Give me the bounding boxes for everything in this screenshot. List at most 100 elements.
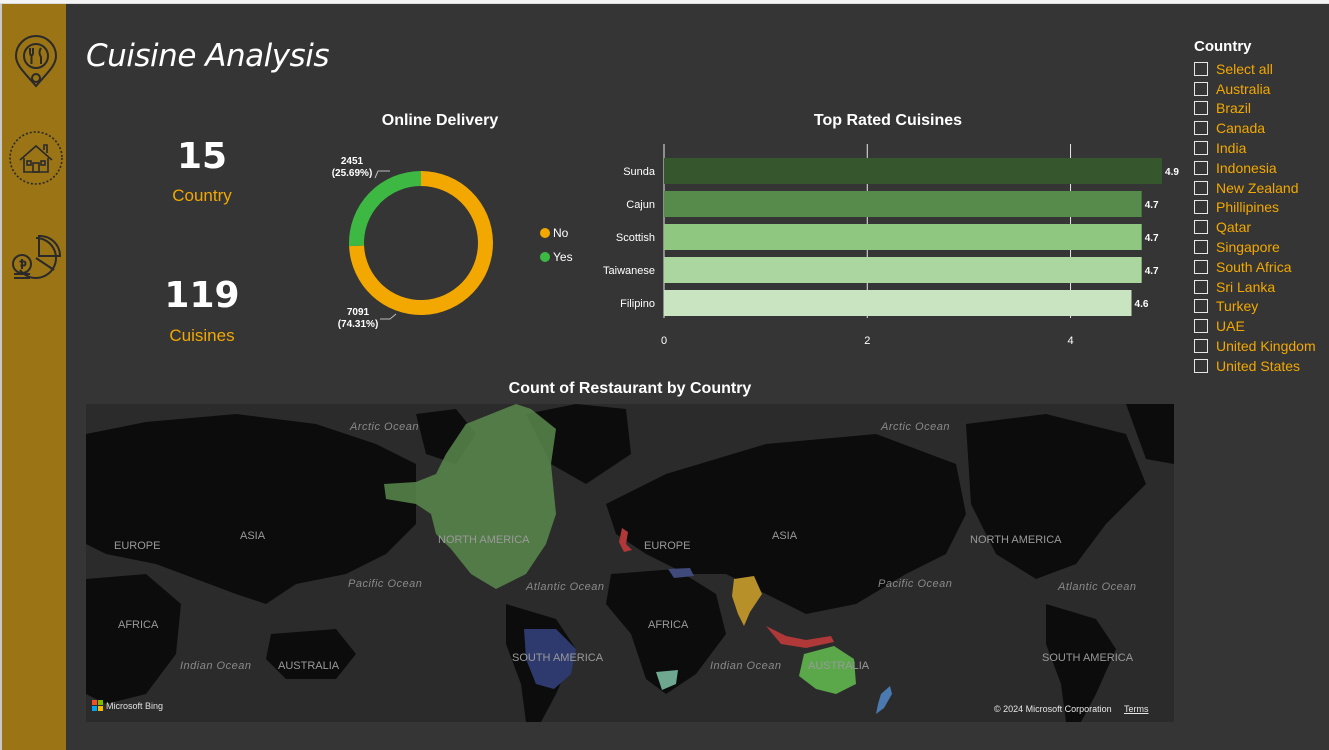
donut-label-yes-count: 2451 xyxy=(340,156,364,167)
microsoft-logo-icon xyxy=(92,700,103,711)
x-tick-label: 0 xyxy=(661,335,667,347)
sidebar xyxy=(0,4,66,750)
slicer-item-label: India xyxy=(1216,140,1247,157)
slicer-item-united-states[interactable]: United States xyxy=(1194,356,1316,376)
map-label-arctic-ocean-left: Arctic Ocean xyxy=(350,421,419,433)
slicer-item-new-zealand[interactable]: New Zealand xyxy=(1194,178,1316,198)
slicer-item-canada[interactable]: Canada xyxy=(1194,118,1316,138)
x-tick-label: 2 xyxy=(864,335,870,347)
map-label-australia-left: AUSTRALIA xyxy=(278,660,340,672)
slicer-item-label: Turkey xyxy=(1216,298,1259,315)
kpi-country-value: 15 xyxy=(176,136,228,177)
checkbox[interactable] xyxy=(1194,101,1208,116)
slicer-title: Country xyxy=(1194,38,1252,55)
category-label: Filipino xyxy=(620,298,655,310)
slicer-item-label: Phillipines xyxy=(1216,199,1280,216)
top-rated-bar-chart[interactable]: 0 2 4 Sunda 4.9 Cajun 4.7 Scottish 4.7 Taiwanese 4… xyxy=(596,140,1186,355)
slicer-item-label: Qatar xyxy=(1216,219,1252,236)
checkbox[interactable] xyxy=(1194,61,1208,76)
slicer-item-sri-lanka[interactable]: Sri Lanka xyxy=(1194,277,1316,297)
slicer-item-label: United States xyxy=(1216,357,1301,374)
home-icon[interactable] xyxy=(8,130,64,186)
kpi-country-label: Country xyxy=(172,186,232,205)
slicer-item-label: New Zealand xyxy=(1216,179,1299,196)
slicer-item-brazil[interactable]: Brazil xyxy=(1194,99,1316,119)
slicer-item-qatar[interactable]: Qatar xyxy=(1194,217,1316,237)
checkbox[interactable] xyxy=(1194,240,1208,255)
legend-item-no[interactable]: No xyxy=(540,226,568,240)
category-label: Taiwanese xyxy=(603,265,655,277)
map-label-europe-left: EUROPE xyxy=(114,540,161,552)
checkbox[interactable] xyxy=(1194,259,1208,274)
restaurant-location-icon[interactable] xyxy=(8,34,64,90)
checkbox[interactable] xyxy=(1194,141,1208,156)
legend-dot-no xyxy=(540,228,550,238)
map-label-atlantic-ocean-right: Atlantic Ocean xyxy=(1058,581,1137,593)
map-title: Count of Restaurant by Country xyxy=(508,380,752,397)
checkbox[interactable] xyxy=(1194,319,1208,334)
map-label-north-america-right: NORTH AMERICA xyxy=(970,534,1062,546)
slicer-item-label: Australia xyxy=(1216,80,1271,97)
bar-taiwanese[interactable] xyxy=(664,257,1142,283)
donut-slice-yes[interactable] xyxy=(349,171,421,247)
slicer-item-select-all[interactable]: Select all xyxy=(1194,59,1316,79)
bar-scottish[interactable] xyxy=(664,224,1142,250)
top-rated-title: Top Rated Cuisines xyxy=(813,112,963,129)
kpi-cuisines-value: 119 xyxy=(164,275,240,316)
category-label: Scottish xyxy=(616,232,655,244)
slicer-item-australia[interactable]: Australia xyxy=(1194,79,1316,99)
map-copyright: © 2024 Microsoft Corporation xyxy=(994,704,1112,714)
checkbox[interactable] xyxy=(1194,299,1208,314)
donut-label-yes: 2451 (25.69%) xyxy=(324,156,380,180)
bar-filipino[interactable] xyxy=(664,290,1132,316)
map-label-africa-mid: AFRICA xyxy=(648,619,689,631)
map-label-pacific-ocean-right: Pacific Ocean xyxy=(878,578,953,590)
slicer-item-indonesia[interactable]: Indonesia xyxy=(1194,158,1316,178)
data-label: 4.7 xyxy=(1145,233,1159,244)
checkbox[interactable] xyxy=(1194,200,1208,215)
slicer-item-united-kingdom[interactable]: United Kingdom xyxy=(1194,336,1316,356)
checkbox[interactable] xyxy=(1194,121,1208,136)
slicer-item-phillipines[interactable]: Phillipines xyxy=(1194,198,1316,218)
page-title: Cuisine Analysis xyxy=(86,38,329,74)
restaurant-map[interactable]: Arctic Ocean Arctic Ocean EUROPE ASIA NORTH … xyxy=(86,404,1174,722)
data-label: 4.9 xyxy=(1165,167,1179,178)
map-terms-link[interactable]: Terms xyxy=(1124,704,1149,714)
online-delivery-donut[interactable] xyxy=(320,150,580,340)
slicer-item-singapore[interactable]: Singapore xyxy=(1194,237,1316,257)
kpi-cuisines-label: Cuisines xyxy=(169,326,235,345)
checkbox[interactable] xyxy=(1194,180,1208,195)
legend-item-yes[interactable]: Yes xyxy=(540,250,573,264)
map-label-south-america-right: SOUTH AMERICA xyxy=(1042,652,1134,664)
donut-leader-yes xyxy=(374,170,390,179)
map-label-north-america: NORTH AMERICA xyxy=(438,534,530,546)
slicer-item-label: Singapore xyxy=(1216,239,1280,256)
slicer-item-turkey[interactable]: Turkey xyxy=(1194,297,1316,317)
slicer-item-label: South Africa xyxy=(1216,258,1292,275)
finance-pie-icon[interactable] xyxy=(8,230,64,286)
slicer-item-label: Indonesia xyxy=(1216,159,1277,176)
slicer-item-south-africa[interactable]: South Africa xyxy=(1194,257,1316,277)
checkbox[interactable] xyxy=(1194,358,1208,373)
slicer-item-india[interactable]: India xyxy=(1194,138,1316,158)
top-strip xyxy=(0,0,1329,4)
legend-label-yes: Yes xyxy=(553,250,573,264)
map-label-europe-mid: EUROPE xyxy=(644,540,691,552)
map-label-arctic-ocean-right: Arctic Ocean xyxy=(881,421,950,433)
slicer-item-uae[interactable]: UAE xyxy=(1194,316,1316,336)
donut-label-no-percent: (74.31%) xyxy=(337,319,379,330)
map-label-australia-mid: AUSTRALIA xyxy=(808,660,870,672)
donut-label-no-count: 7091 xyxy=(346,307,370,318)
map-label-atlantic-ocean-mid: Atlantic Ocean xyxy=(526,581,605,593)
online-delivery-title: Online Delivery xyxy=(381,112,499,129)
checkbox[interactable] xyxy=(1194,279,1208,294)
map-label-pacific-ocean-left: Pacific Ocean xyxy=(348,578,423,590)
checkbox[interactable] xyxy=(1194,160,1208,175)
bar-sunda[interactable] xyxy=(664,158,1162,184)
checkbox[interactable] xyxy=(1194,81,1208,96)
bar-cajun[interactable] xyxy=(664,191,1142,217)
category-label: Sunda xyxy=(623,166,656,178)
checkbox[interactable] xyxy=(1194,339,1208,354)
checkbox[interactable] xyxy=(1194,220,1208,235)
data-label: 4.7 xyxy=(1145,266,1159,277)
